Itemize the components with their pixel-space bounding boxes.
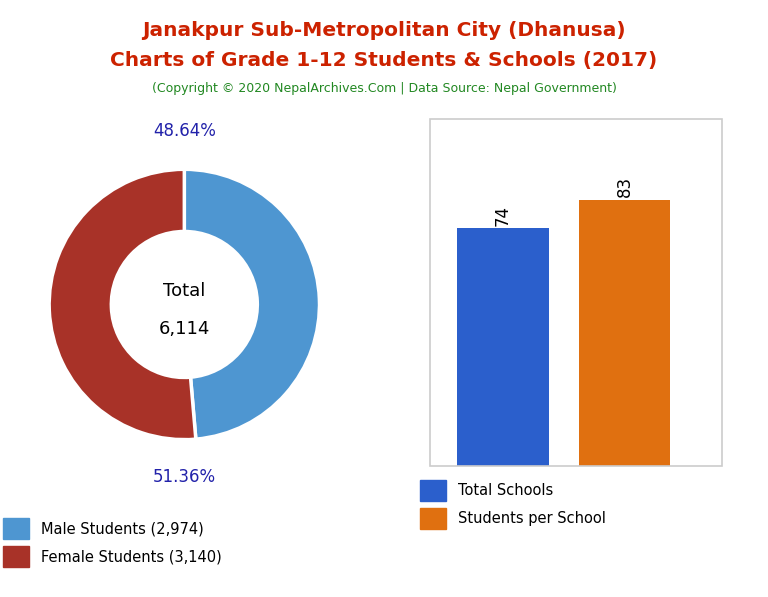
Legend: Male Students (2,974), Female Students (3,140): Male Students (2,974), Female Students (…	[0, 511, 229, 574]
Wedge shape	[184, 170, 319, 439]
Text: 74: 74	[494, 205, 512, 226]
Text: 48.64%: 48.64%	[153, 122, 216, 140]
Legend: Total Schools, Students per School: Total Schools, Students per School	[414, 474, 611, 534]
Bar	[579, 199, 670, 466]
Bar	[458, 229, 548, 466]
Text: (Copyright © 2020 NepalArchives.Com | Data Source: Nepal Government): (Copyright © 2020 NepalArchives.Com | Da…	[151, 82, 617, 96]
Text: Janakpur Sub-Metropolitan City (Dhanusa): Janakpur Sub-Metropolitan City (Dhanusa)	[142, 21, 626, 40]
Text: 83: 83	[616, 176, 634, 197]
Text: 51.36%: 51.36%	[153, 469, 216, 487]
Bar	[430, 119, 722, 466]
Text: Charts of Grade 1-12 Students & Schools (2017): Charts of Grade 1-12 Students & Schools …	[111, 51, 657, 70]
Wedge shape	[49, 170, 196, 439]
Text: Total: Total	[163, 282, 206, 300]
Text: 6,114: 6,114	[159, 320, 210, 338]
